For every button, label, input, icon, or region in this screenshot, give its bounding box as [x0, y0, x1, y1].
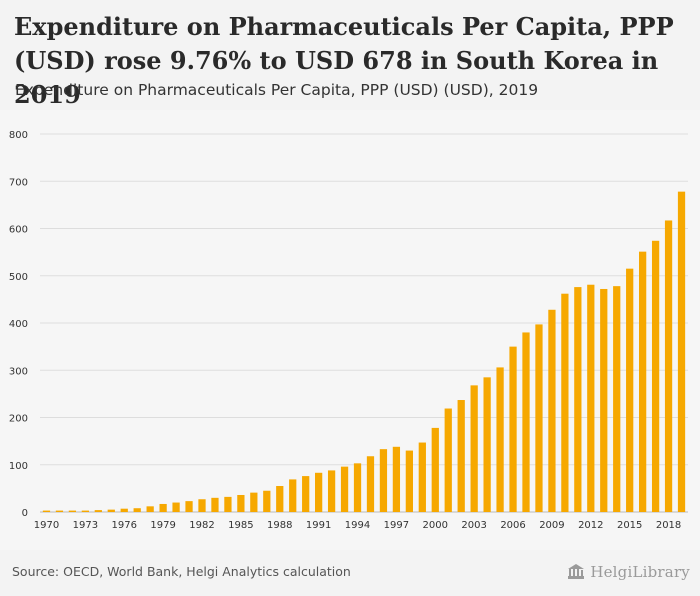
bar-1970	[42, 510, 51, 512]
bar-1996	[379, 449, 388, 512]
source-note: Source: OECD, World Bank, Helgi Analytic…	[12, 564, 351, 579]
bar-1973	[81, 510, 89, 512]
x-tick-label: 1976	[112, 520, 137, 531]
x-tick-label: 2006	[500, 520, 525, 531]
bar-2018	[664, 220, 673, 512]
bar-2004	[483, 377, 491, 512]
bar-1975	[107, 509, 115, 512]
bar-2008	[535, 324, 543, 512]
bar-1978	[146, 506, 154, 512]
bar-2012	[587, 284, 595, 512]
bar-1988	[276, 486, 284, 512]
bar-1987	[263, 490, 271, 512]
x-tick-label: 1970	[34, 520, 59, 531]
chart-header: Expenditure on Pharmaceuticals Per Capit…	[0, 0, 700, 110]
bar-2001	[444, 408, 452, 512]
bar-1980	[172, 502, 180, 512]
bar-1993	[340, 466, 349, 512]
chart-subtitle: Expenditure on Pharmaceuticals Per Capit…	[15, 81, 539, 99]
x-tick-label: 1982	[189, 520, 214, 531]
bar-1990	[302, 476, 310, 512]
y-tick-label: 700	[9, 177, 28, 188]
bar-2006	[509, 346, 517, 512]
bar-1977	[133, 508, 141, 512]
bar-2014	[613, 286, 621, 512]
bar-2005	[496, 367, 504, 512]
bar-1994	[353, 463, 362, 512]
bar-2013	[600, 288, 608, 512]
x-tick-label: 2003	[461, 520, 486, 531]
bar-2007	[522, 332, 530, 512]
bar-1981	[185, 501, 193, 512]
y-tick-label: 0	[22, 508, 28, 519]
bar-1983	[211, 497, 219, 512]
bar-1995	[366, 456, 375, 512]
bar-1971	[55, 510, 64, 512]
x-tick-label: 2012	[578, 520, 603, 531]
bar-2011	[574, 287, 582, 512]
x-tick-label: 1991	[306, 520, 331, 531]
y-tick-label: 100	[9, 461, 28, 472]
bar-1986	[250, 492, 258, 512]
bar-2019	[677, 191, 686, 512]
bar-2003	[470, 385, 478, 512]
bar-1985	[237, 494, 245, 512]
bar-1979	[159, 503, 167, 512]
x-tick-label: 2018	[656, 520, 681, 531]
x-tick-label: 1973	[73, 520, 98, 531]
library-building-icon	[568, 564, 585, 579]
y-tick-label: 500	[9, 272, 28, 283]
chart-footer: Source: OECD, World Bank, Helgi Analytic…	[0, 550, 700, 596]
x-tick-label: 1985	[228, 520, 253, 531]
y-tick-label: 200	[9, 414, 28, 425]
bar-chart: 0 100 200 300 400 500 600 700 800 1970 1973 1976 197…	[9, 130, 688, 531]
chart-title: Expenditure on Pharmaceuticals Per Capit…	[14, 12, 674, 109]
y-tick-label: 600	[9, 225, 28, 236]
bar-1989	[289, 479, 297, 512]
bar-1982	[198, 499, 206, 512]
bar-2016	[639, 251, 647, 512]
bar-2015	[626, 268, 634, 512]
y-tick-label: 300	[9, 366, 28, 377]
bar-2010	[561, 293, 569, 512]
bar-1972	[68, 510, 77, 512]
bar-1998	[405, 450, 413, 512]
bar-1976	[120, 508, 128, 512]
y-tick-label: 400	[9, 319, 28, 330]
chart-area: 0 100 200 300 400 500 600 700 800 1970 1973 1976 197…	[0, 110, 700, 550]
bar-2009	[548, 309, 556, 512]
logo-text: HelgiLibrary	[590, 563, 690, 581]
bar-1999	[418, 442, 426, 512]
helgi-library-logo: HelgiLibrary	[566, 560, 690, 584]
x-tick-label: 1997	[384, 520, 409, 531]
bar-1997	[392, 446, 401, 512]
y-tick-label: 800	[9, 130, 28, 141]
bar-1991	[315, 472, 323, 512]
x-tick-label: 2000	[423, 520, 448, 531]
bar-2002	[457, 400, 465, 512]
x-tick-label: 1994	[345, 520, 370, 531]
bar-1974	[94, 510, 102, 512]
bar-1984	[224, 496, 232, 512]
bar-2017	[651, 240, 660, 512]
bar-1992	[327, 470, 336, 512]
x-tick-label: 2009	[539, 520, 564, 531]
bar-2000	[431, 427, 439, 512]
x-tick-label: 1988	[267, 520, 292, 531]
x-tick-label: 1979	[150, 520, 175, 531]
x-tick-label: 2015	[617, 520, 642, 531]
